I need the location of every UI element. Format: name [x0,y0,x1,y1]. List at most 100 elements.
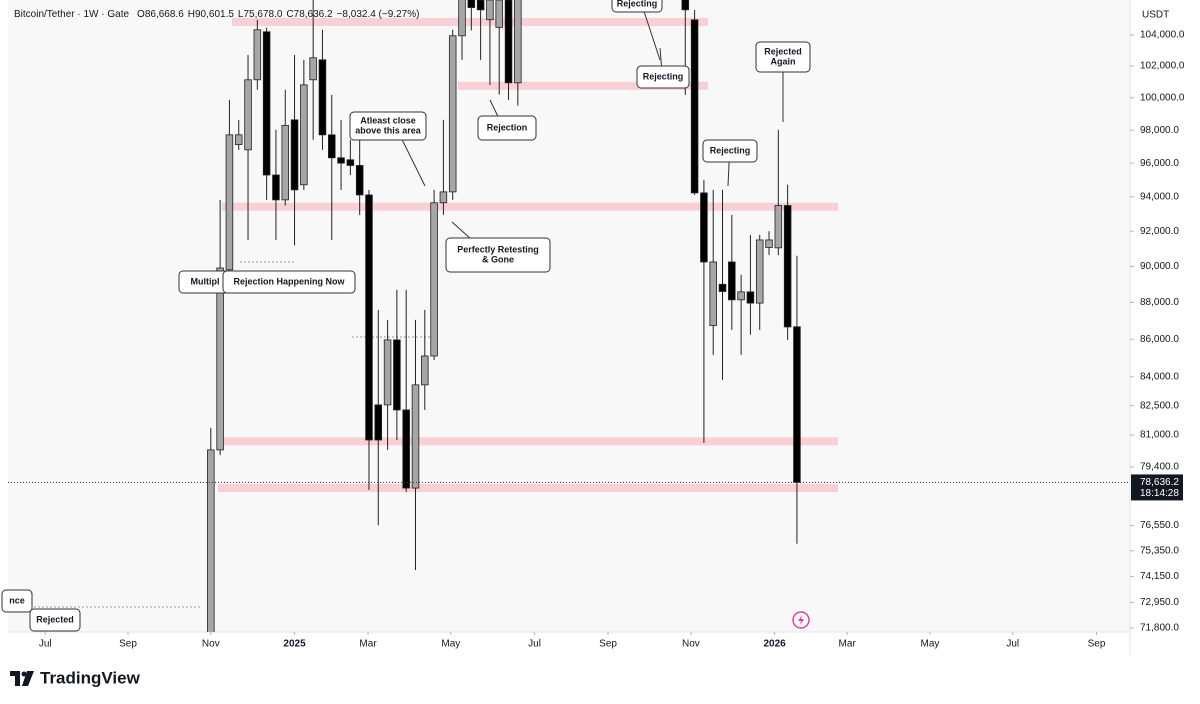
x-tick-label: Mar [359,639,377,650]
callout-box [29,608,81,632]
candle-body [234,134,243,145]
callout-text: Again [770,56,795,66]
callout-text: & Gone [482,254,514,264]
candle-body [718,283,727,292]
candle-body [318,59,327,136]
callout-text: Rejection Happening Now [233,276,345,286]
callout-text: Rejecting [710,145,751,155]
candle-body [262,31,271,176]
candle-body [411,384,420,489]
candle-body [290,119,299,191]
x-tick-label: Sep [1088,639,1106,650]
y-tick-label: 102,000.0 [1140,61,1185,72]
y-tick-label: 75,350.0 [1140,545,1179,556]
candle-body [374,404,383,441]
y-tick-label: 92,000.0 [1140,226,1179,237]
candle-body [346,159,355,166]
candle-body [755,239,764,304]
callout-text: Perfectly Retesting [457,244,539,254]
callout-text: Atleast close [360,115,416,125]
candle-body [728,261,736,301]
candle-body [253,29,262,81]
y-tick-label: 86,000.0 [1140,334,1179,345]
callout-box [702,139,758,163]
callout-box [349,111,427,141]
callout-box [445,237,551,273]
candle-body [458,0,466,37]
callout-box [636,65,690,89]
candle-body [746,291,755,304]
candle-body [495,0,503,28]
candle-body [793,326,801,483]
level-zone [458,81,708,90]
x-tick-label: Nov [682,639,700,650]
candle-body [207,449,215,632]
candle-body [216,267,224,451]
x-tick-label: May [441,639,460,650]
level-zone [218,437,838,446]
level-zone [222,202,838,211]
y-tick-label: 72,950.0 [1140,597,1179,608]
price-label: 78,636.2 [1140,477,1179,488]
y-tick-label: 82,500.0 [1140,400,1179,411]
y-tick-label: 100,000.0 [1140,92,1185,103]
candle-body [448,35,457,193]
y-tick-label: 104,000.0 [1140,30,1185,41]
candle-body [402,409,410,489]
x-tick-label: Sep [599,639,617,650]
callout-box [755,41,811,73]
candle-body [300,84,308,186]
candle-body [783,205,792,328]
y-tick-label: 81,000.0 [1140,430,1179,441]
y-tick-label: 98,000.0 [1140,125,1179,136]
header: Bitcoin/Tether · 1W · Gate O86,668.6 H90,6… [14,9,419,20]
x-tick-label: Jul [1006,639,1019,650]
level-zone [218,484,838,493]
candle-body [486,0,494,21]
x-tick-label: May [921,639,940,650]
x-tick-label: Sep [119,639,137,650]
y-tick-label: 90,000.0 [1140,261,1179,272]
callout-text: Rejected [36,614,74,624]
y-tick-label: 94,000.0 [1140,191,1179,202]
price-label-bg [1131,474,1183,501]
x-tick-label: Jul [39,639,52,650]
y-tick-label: 96,000.0 [1140,158,1179,169]
candle-body [504,0,513,84]
candle-body [225,134,234,271]
callout-text: Rejecting [617,0,658,8]
candle-body [272,174,280,201]
currency-label: USDT [1142,10,1169,21]
candle-body [681,0,690,11]
callout-box [1,589,33,613]
countdown-label: 18:14:28 [1140,488,1179,499]
y-tick-label: 84,000.0 [1140,371,1179,382]
callout-box [222,270,356,294]
plot-area [8,0,1130,632]
candle-body [309,57,317,81]
candle-body [467,0,476,8]
brand: TradingView [40,668,141,687]
callout-box [477,115,537,141]
y-tick-label: 88,000.0 [1140,297,1179,308]
candle-body [700,192,708,263]
callout-text: Rejecting [643,71,684,81]
candle-body [737,291,745,301]
candle-body [355,165,364,196]
x-tick-label: Jul [528,639,541,650]
candle-body [281,124,289,201]
candle-body [328,134,336,159]
candle-body [365,194,373,441]
level-zone [232,17,708,26]
x-tick-label: 2026 [763,639,786,650]
callout-text: above this area [355,125,422,135]
candle-body [774,205,783,249]
y-tick-label: 79,400.0 [1140,462,1179,473]
x-tick-label: Nov [202,639,220,650]
x-tick-label: 2025 [283,639,306,650]
lightning-icon [792,611,810,629]
x-tick-label: Mar [839,639,857,650]
callout-text: nce [9,595,25,605]
y-tick-label: 76,550.0 [1140,520,1179,531]
